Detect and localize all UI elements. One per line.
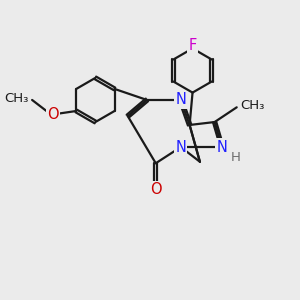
Text: N: N (175, 140, 186, 154)
Text: CH₃: CH₃ (4, 92, 28, 105)
Text: F: F (188, 38, 197, 53)
Text: N: N (217, 140, 227, 154)
Text: N: N (175, 92, 186, 107)
Text: H: H (230, 151, 240, 164)
Text: O: O (47, 107, 58, 122)
Text: O: O (150, 182, 162, 197)
Text: CH₃: CH₃ (240, 99, 265, 112)
